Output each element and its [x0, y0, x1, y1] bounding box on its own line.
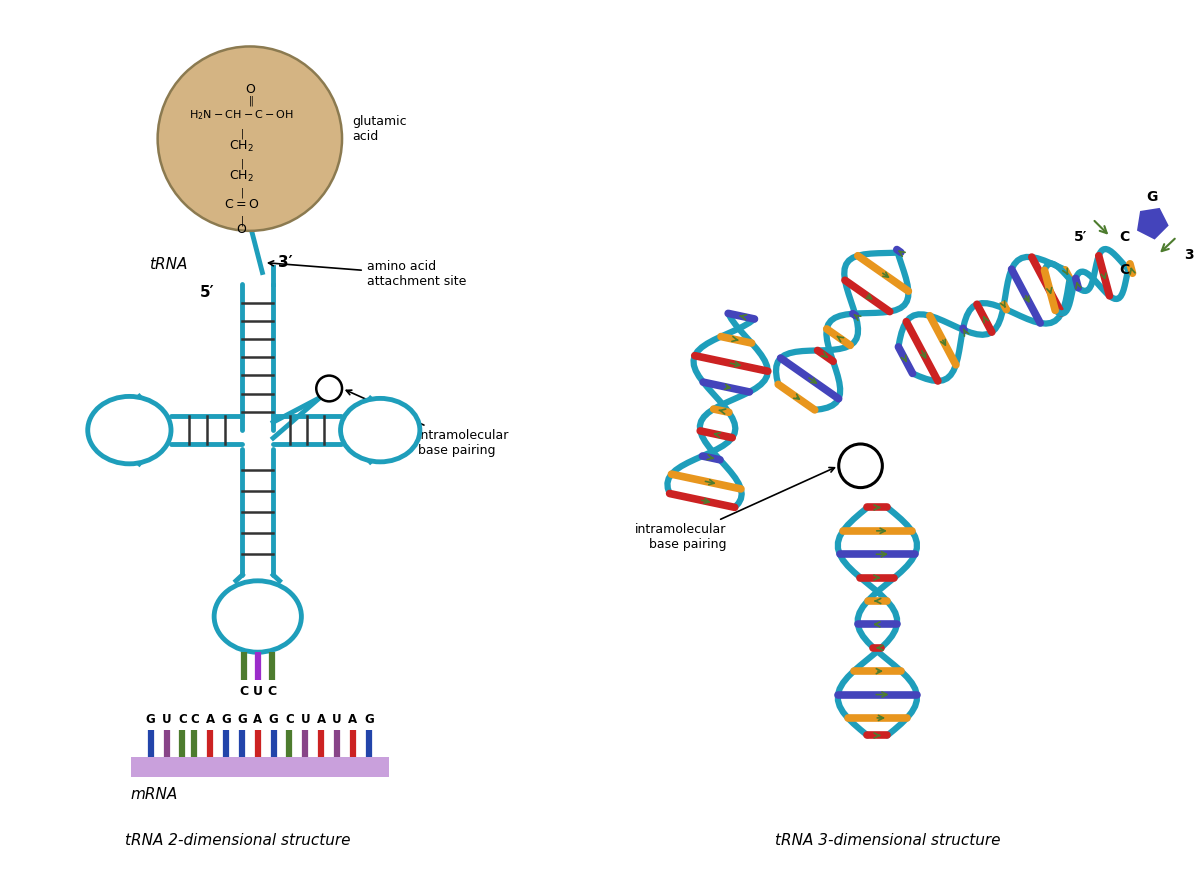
Text: $|$: $|$	[240, 186, 244, 200]
Text: C: C	[178, 712, 186, 725]
Text: $\mathrm{CH_2}$: $\mathrm{CH_2}$	[229, 139, 254, 155]
Text: G: G	[238, 712, 247, 725]
Text: A: A	[205, 712, 215, 725]
Text: 5′: 5′	[1073, 230, 1088, 244]
Text: $\mathrm{CH_2}$: $\mathrm{CH_2}$	[229, 169, 254, 184]
Text: C: C	[239, 685, 248, 698]
Text: A: A	[349, 712, 357, 725]
Text: intramolecular
base pairing: intramolecular base pairing	[635, 467, 835, 551]
Text: C: C	[1119, 263, 1130, 276]
Text: A: A	[316, 712, 326, 725]
Text: C: C	[267, 685, 276, 698]
Text: G: G	[221, 712, 230, 725]
Text: $\mathrm{H_2N-CH-C-OH}$: $\mathrm{H_2N-CH-C-OH}$	[190, 108, 295, 122]
Text: $|$: $|$	[240, 214, 244, 228]
Text: G: G	[269, 712, 278, 725]
Text: mRNA: mRNA	[131, 787, 178, 802]
Text: tRNA 3-dimensional structure: tRNA 3-dimensional structure	[775, 833, 1001, 848]
Text: U: U	[161, 712, 172, 725]
Text: tRNA 2-dimensional structure: tRNA 2-dimensional structure	[125, 833, 351, 848]
Text: $\mathrm{O}$: $\mathrm{O}$	[245, 83, 257, 96]
Text: C: C	[190, 712, 198, 725]
Ellipse shape	[340, 399, 420, 462]
Text: 3′: 3′	[278, 255, 293, 270]
Text: $\mathrm{C{=}O}$: $\mathrm{C{=}O}$	[224, 198, 259, 210]
Text: glutamic
acid: glutamic acid	[352, 115, 407, 143]
Text: $\Vert$: $\Vert$	[248, 94, 253, 108]
Text: C: C	[285, 712, 294, 725]
Text: U: U	[253, 685, 263, 698]
Text: $|$: $|$	[240, 127, 244, 140]
Ellipse shape	[158, 46, 341, 231]
Text: amino acid
attachment site: amino acid attachment site	[269, 260, 466, 289]
Text: 3′: 3′	[1183, 248, 1194, 262]
Bar	[131, 757, 388, 777]
Text: A: A	[253, 712, 263, 725]
Text: tRNA: tRNA	[149, 257, 187, 272]
Text: intramolecular
base pairing: intramolecular base pairing	[346, 390, 510, 457]
Text: 5′: 5′	[201, 285, 215, 300]
Text: $|$: $|$	[240, 157, 244, 171]
Text: U: U	[332, 712, 341, 725]
Text: G: G	[364, 712, 374, 725]
Ellipse shape	[87, 396, 171, 464]
Text: G: G	[146, 712, 155, 725]
Text: $\mathrm{O}$: $\mathrm{O}$	[236, 224, 247, 236]
Circle shape	[316, 376, 341, 401]
Text: G: G	[1146, 190, 1158, 204]
Ellipse shape	[214, 581, 301, 652]
Text: U: U	[301, 712, 310, 725]
Text: C: C	[1119, 230, 1130, 244]
